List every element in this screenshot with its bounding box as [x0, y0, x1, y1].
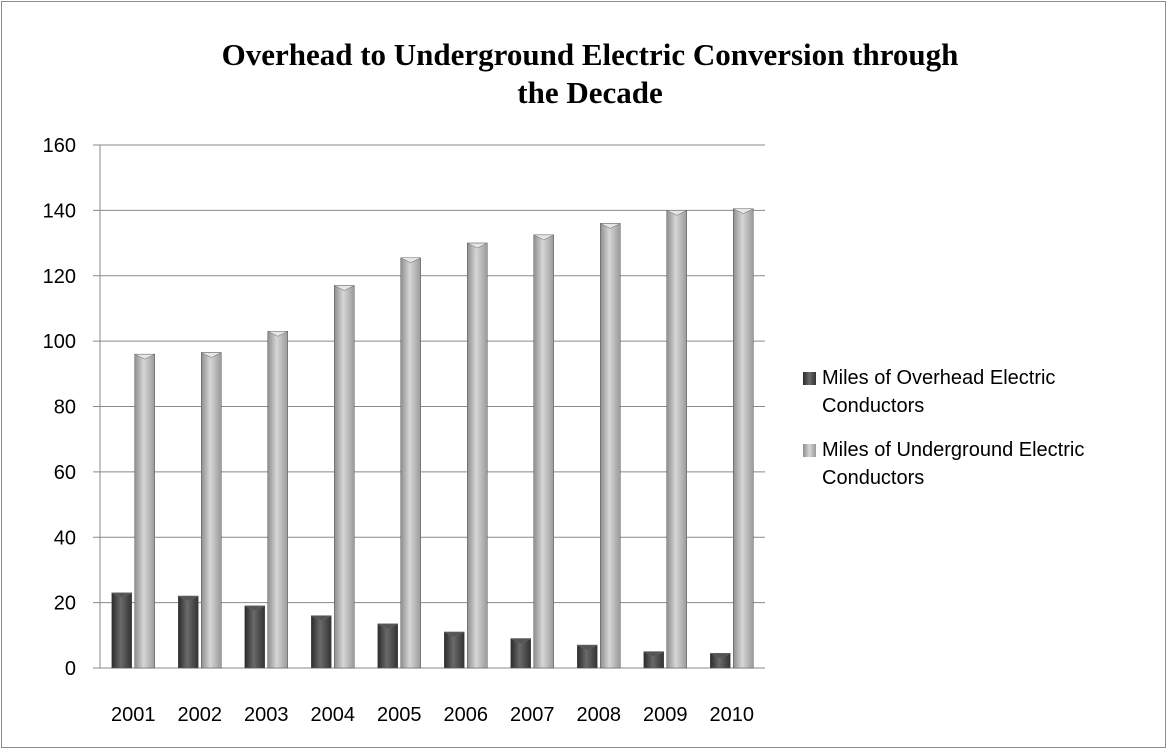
y-tick-label: 0 [65, 658, 76, 680]
bar-overhead-cap [510, 638, 531, 644]
x-tick-label: 2008 [577, 704, 622, 726]
bar-underground-cap [600, 223, 621, 229]
bar-underground [666, 210, 687, 669]
legend-label-overhead-line-1: Miles of Overhead Electric [822, 367, 1056, 389]
x-tick-label: 2001 [111, 704, 156, 726]
bar-overhead-cap [710, 653, 731, 659]
y-tick-label: 100 [43, 331, 76, 353]
bar-overhead [244, 605, 265, 669]
y-tick-label: 160 [43, 135, 76, 157]
legend-item-overhead: Miles of Overhead Electric Conductors [803, 364, 1143, 420]
y-tick-label: 80 [54, 397, 76, 419]
bar-underground [400, 257, 421, 669]
bar-underground [201, 352, 222, 669]
bar-underground-cap [467, 242, 488, 249]
bar-underground-cap [201, 352, 222, 358]
bar-underground [467, 242, 488, 669]
bar-underground-cap [134, 353, 155, 360]
bar-overhead-cap [111, 592, 132, 599]
bar-underground [267, 331, 288, 669]
x-tick-label: 2005 [377, 704, 422, 726]
x-tick-label: 2009 [643, 704, 688, 726]
bar-underground-cap [334, 285, 355, 291]
bar-underground-cap [533, 234, 554, 241]
bar-underground-cap [733, 208, 754, 215]
legend-label-underground-line-1: Miles of Underground Electric [822, 439, 1085, 461]
bar-overhead-cap [311, 615, 332, 621]
x-tick-label: 2002 [178, 704, 223, 726]
legend: Miles of Overhead Electric Conductors Mi… [803, 364, 1143, 508]
x-tick-label: 2003 [244, 704, 289, 726]
bar-overhead [311, 615, 332, 669]
bar-overhead-cap [377, 623, 398, 630]
legend-label-overhead-line-2: Conductors [822, 395, 925, 417]
bar-underground [334, 285, 355, 669]
legend-swatch-underground [803, 444, 816, 457]
bar-overhead-cap [444, 631, 465, 638]
chart-title: Overhead to Underground Electric Convers… [0, 36, 1167, 112]
y-tick-label: 20 [54, 593, 76, 615]
y-tick-labels: 0 20 40 60 80 100 120 140 160 [43, 135, 76, 680]
bar-overhead-cap [577, 644, 598, 651]
bar-overhead-cap [244, 605, 265, 612]
bar-overhead [111, 592, 132, 669]
y-tick-label: 140 [43, 200, 76, 222]
legend-item-underground: Miles of Underground Electric Conductors [803, 436, 1143, 492]
bar-overhead [444, 631, 465, 669]
chart-title-line-2: the Decade [517, 75, 663, 110]
bar-underground-cap [400, 257, 421, 264]
y-tick-label: 120 [43, 266, 76, 288]
bar-underground [134, 353, 155, 669]
bar-underground-cap [666, 210, 687, 216]
bar-overhead [377, 623, 398, 669]
bar-underground [733, 208, 754, 669]
bar-underground-cap [267, 331, 288, 337]
x-tick-label: 2010 [710, 704, 755, 726]
x-tick-labels: 2001 2002 2003 2004 2005 2006 2007 2008 2009 2010 [111, 704, 754, 726]
bar-overhead-cap [178, 595, 199, 602]
x-tick-label: 2004 [311, 704, 356, 726]
x-tick-label: 2006 [444, 704, 489, 726]
bar-overhead-cap [643, 651, 664, 657]
y-tick-label: 40 [54, 527, 76, 549]
bar-underground [600, 223, 621, 669]
bar-underground [533, 234, 554, 669]
x-tick-label: 2007 [510, 704, 555, 726]
gridlines [100, 144, 765, 669]
y-tick-label: 60 [54, 462, 76, 484]
bars [111, 208, 754, 669]
legend-label-underground-line-2: Conductors [822, 467, 925, 489]
bar-overhead [178, 595, 199, 669]
legend-swatch-overhead [803, 372, 816, 385]
chart-title-line-1: Overhead to Underground Electric Convers… [221, 37, 959, 72]
